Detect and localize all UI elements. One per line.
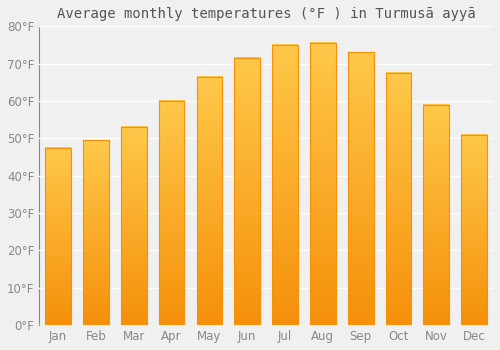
Title: Average monthly temperatures (°F ) in Turmusā ayyā: Average monthly temperatures (°F ) in Tu… (56, 7, 476, 21)
